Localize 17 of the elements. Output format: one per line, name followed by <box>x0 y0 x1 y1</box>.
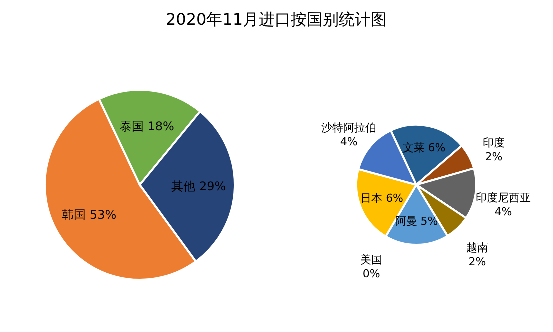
slice-label: 印度 <box>482 136 505 150</box>
slice-label: 泰国 18% <box>120 120 174 134</box>
slice-label: 韩国 53% <box>62 208 117 222</box>
slice-label: 印度尼西亚 <box>476 192 531 205</box>
slice-label: 越南 <box>466 241 488 254</box>
slice-label: 阿曼 5% <box>395 215 438 228</box>
slice-label: 文莱 6% <box>402 142 446 155</box>
category-label: 美国 <box>360 254 383 267</box>
slice-label: 日本 6% <box>360 192 404 205</box>
text: 0% <box>362 268 380 281</box>
data-label: 4% <box>340 135 358 148</box>
data-label: 2% <box>485 150 503 164</box>
data-label: 4% <box>494 206 512 219</box>
slice-label: 其他 29% <box>172 180 226 194</box>
data-label: 2% <box>468 255 486 268</box>
slice-label: 沙特阿拉伯 <box>322 121 377 134</box>
text: 2020年11月进口按国别统计图 <box>164 10 388 31</box>
